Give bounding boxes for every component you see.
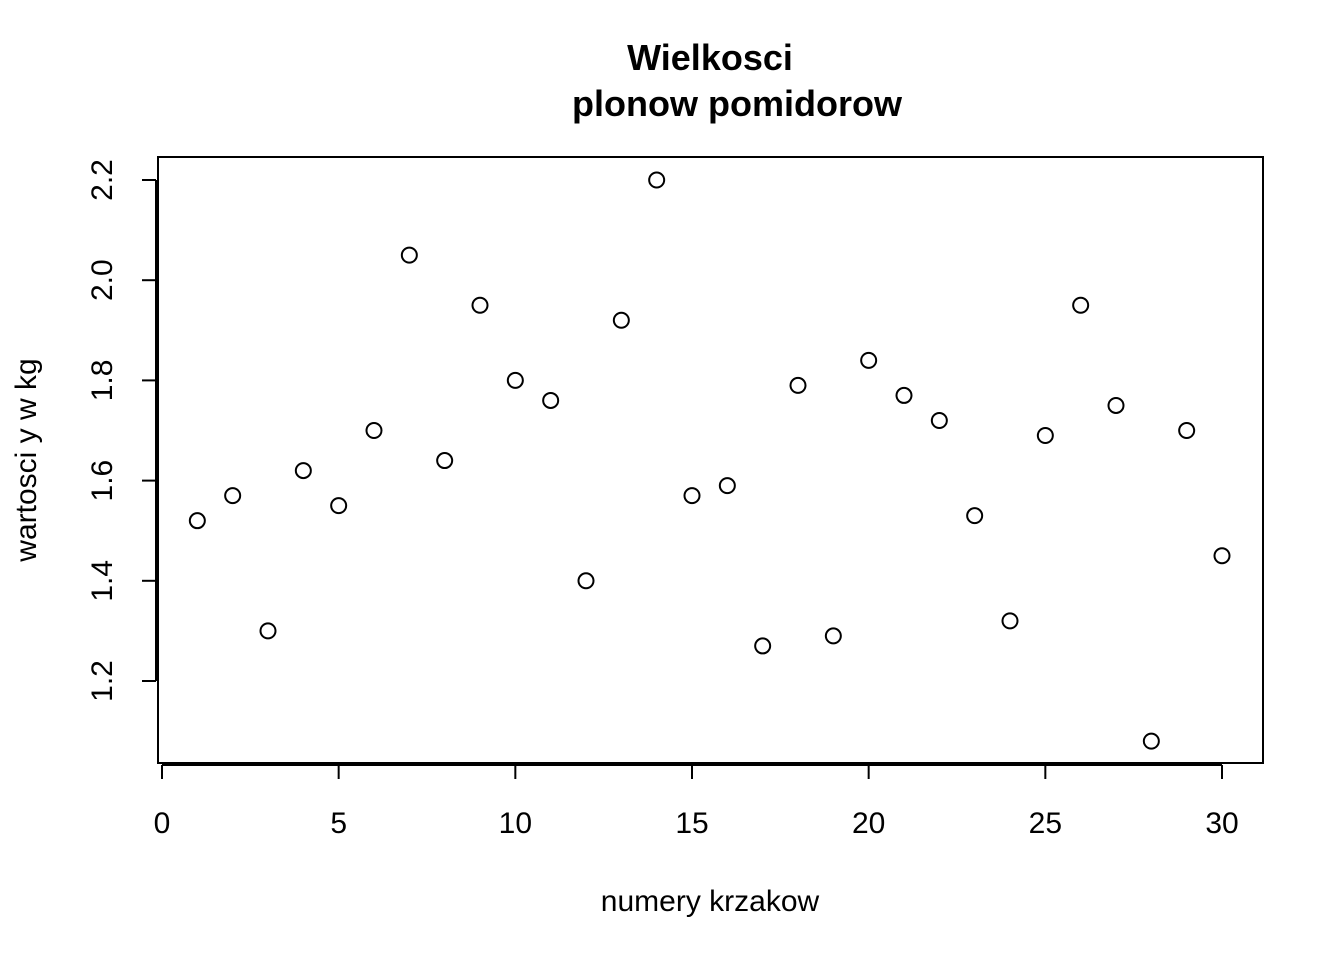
data-point [1001, 612, 1019, 630]
data-point [1213, 547, 1231, 565]
data-point [860, 351, 878, 369]
data-point [224, 487, 242, 505]
chart-title-line-1: Wielkosci [627, 37, 793, 78]
data-point [436, 452, 454, 470]
y-tick-label: 1.4 [86, 560, 119, 602]
data-point [1107, 396, 1125, 414]
y-axis: 1.2 1.4 1.6 1.8 2.0 2.2 [86, 159, 157, 702]
data-point [718, 477, 736, 495]
data-point [648, 171, 666, 189]
data-point [188, 512, 206, 530]
data-point [259, 622, 277, 640]
data-point [612, 311, 630, 329]
data-point [365, 422, 383, 439]
y-axis-label: wartosci y w kg [10, 358, 43, 562]
y-tick-label: 2.0 [86, 259, 119, 301]
x-tick-label: 25 [1029, 807, 1062, 840]
y-tick-label: 1.8 [86, 360, 119, 402]
data-point [754, 637, 772, 655]
y-tick-label: 2.2 [86, 159, 119, 201]
data-point [683, 487, 701, 505]
x-tick-label: 5 [330, 807, 347, 840]
data-point [330, 497, 348, 515]
data-point [1178, 422, 1196, 439]
x-tick-label: 20 [852, 807, 885, 840]
data-point [789, 376, 807, 394]
data-point [542, 391, 560, 409]
data-point [577, 572, 595, 590]
y-tick-label: 1.6 [86, 460, 119, 502]
chart-title-line-2: plonow pomidorow [572, 83, 903, 124]
data-point [1142, 732, 1160, 750]
data-point [824, 627, 842, 645]
data-points [188, 171, 1231, 750]
data-point [400, 246, 418, 264]
x-axis: 0 5 10 15 20 25 30 [154, 764, 1239, 840]
data-point [930, 411, 948, 429]
x-axis-label: numery krzakow [601, 885, 820, 918]
x-tick-label: 15 [675, 807, 708, 840]
y-tick-label: 1.2 [86, 660, 119, 702]
data-point [895, 386, 913, 404]
data-point [1072, 296, 1090, 314]
data-point [966, 507, 984, 525]
data-point [1036, 427, 1054, 445]
x-tick-label: 10 [499, 807, 532, 840]
data-point [471, 296, 489, 314]
data-point [506, 371, 524, 389]
data-point [294, 462, 312, 480]
plot-area-frame [157, 156, 1264, 764]
x-tick-label: 30 [1205, 807, 1238, 840]
x-tick-label: 0 [154, 807, 171, 840]
